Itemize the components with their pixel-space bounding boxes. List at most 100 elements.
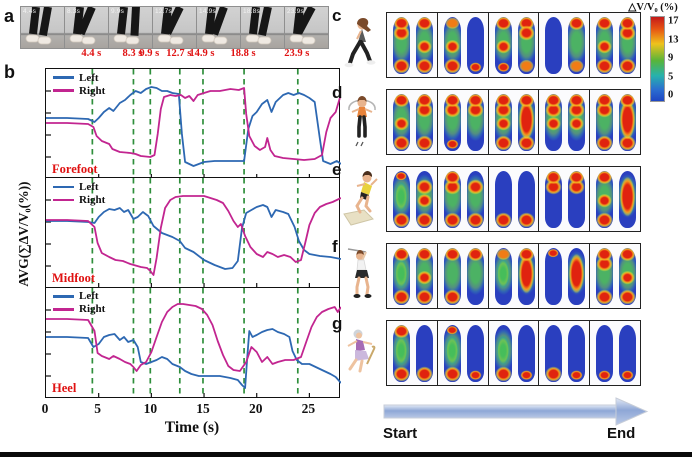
colorbar-tick-label: 9 <box>668 52 674 64</box>
legend: Left Right <box>53 290 105 316</box>
heatmap-cell <box>386 166 438 232</box>
walking-legs-icon <box>245 6 272 45</box>
heatmap-cell <box>589 243 642 309</box>
photo-frame: 23.9s <box>284 5 329 49</box>
bottom-border <box>0 452 692 457</box>
rope-skipping-figure-icon <box>348 96 376 147</box>
frame-timestamp: 8.3s <box>67 8 81 15</box>
left-insole-heatmap <box>494 94 512 151</box>
left-insole-heatmap <box>596 17 614 74</box>
right-insole-heatmap <box>466 325 484 382</box>
legend-label: Left <box>79 180 99 193</box>
x-tick-label: 0 <box>41 401 49 416</box>
left-insole-heatmap <box>443 248 461 305</box>
legend-line-swatch <box>53 89 74 92</box>
left-insole-heatmap <box>494 17 512 74</box>
heatmap-cell <box>538 12 591 78</box>
golf-swing-figure-icon <box>347 248 372 298</box>
row-label-f: f <box>332 237 338 256</box>
left-insole-heatmap <box>393 171 410 228</box>
legend-label: Right <box>79 303 106 316</box>
event-time-label: 8.3 s <box>122 48 143 59</box>
left-insole-heatmap <box>545 325 563 382</box>
colorbar-gradient <box>650 16 665 102</box>
heatmap-cell <box>487 243 540 309</box>
x-tick-label: 10 <box>143 401 158 416</box>
chart-subplot-midfoot: Left Right Midfoot <box>45 177 341 289</box>
right-insole-heatmap <box>517 325 535 382</box>
event-time-label: 12.7 s <box>166 48 192 59</box>
left-insole-heatmap <box>494 171 512 228</box>
elderly-falling-figure-icon <box>347 329 376 373</box>
legend-item: Right <box>53 84 105 97</box>
right-insole-heatmap <box>416 248 433 305</box>
frame-timestamp: 14.9s <box>199 8 216 15</box>
region-label: Forefoot <box>52 161 98 176</box>
walking-legs-icon <box>157 5 184 45</box>
heatmap-cell <box>589 166 642 232</box>
left-insole-heatmap <box>545 171 563 228</box>
photo-frame: 4.4s <box>20 6 65 49</box>
right-insole-heatmap <box>466 94 484 151</box>
legend-line-swatch <box>53 295 74 298</box>
right-insole-heatmap <box>619 248 637 305</box>
left-insole-heatmap <box>443 94 461 151</box>
panel-b-label: b <box>4 62 15 82</box>
legend-label: Right <box>79 84 106 97</box>
right-insole-heatmap <box>619 94 637 151</box>
left-insole-heatmap <box>393 94 410 151</box>
heatmap-cell <box>386 12 438 78</box>
heatmap-cell-row <box>386 243 642 309</box>
legend-line-swatch <box>53 198 74 202</box>
right-insole-heatmap <box>416 325 433 382</box>
x-tick-label: 25 <box>301 401 316 416</box>
row-label-e: e <box>332 160 342 179</box>
series-line-left <box>46 328 341 389</box>
chart-subplot-forefoot: Left Right Forefoot <box>45 68 341 179</box>
walking-legs-icon <box>289 5 316 45</box>
left-insole-heatmap <box>443 325 461 382</box>
series-line-left <box>46 204 341 271</box>
heatmap-cell <box>436 243 489 309</box>
chart-plot-svg <box>46 178 341 289</box>
heatmap-cell-row <box>386 12 642 78</box>
legend-item: Right <box>53 193 105 206</box>
legend-label: Right <box>79 193 106 206</box>
heatmap-cell <box>487 89 540 155</box>
legend-item: Left <box>53 71 105 84</box>
left-insole-heatmap <box>596 94 614 151</box>
frame-timestamp: 9.9s <box>111 8 125 15</box>
heatmap-cell <box>386 243 438 309</box>
left-insole-heatmap <box>393 248 410 305</box>
x-axis-ticks: 0 5 10 15 20 25 <box>41 401 340 417</box>
left-insole-heatmap <box>443 171 461 228</box>
series-line-left <box>46 86 341 167</box>
heatmap-cell <box>487 12 540 78</box>
right-insole-heatmap <box>517 171 535 228</box>
end-label: End <box>607 425 636 442</box>
jumping-figure-icon <box>343 171 378 226</box>
row-label-d: d <box>332 83 343 102</box>
legend-item: Left <box>53 290 105 303</box>
frame-timestamp: 4.4s <box>23 8 37 15</box>
series-line-right <box>46 303 341 372</box>
photo-strip: 4.4s 8.3s 9.9s 12.7s 14.9s 18.8s 23.9s <box>20 5 329 49</box>
region-label: Midfoot <box>52 271 96 286</box>
series-line-right <box>46 87 341 161</box>
legend: Left Right <box>53 180 105 206</box>
photo-frame: 18.8s <box>240 6 285 49</box>
heatmap-cell <box>436 89 489 155</box>
left-insole-heatmap <box>494 248 512 305</box>
walking-legs-icon <box>113 6 140 45</box>
event-time-label: 23.9 s <box>284 48 310 59</box>
right-insole-heatmap <box>568 94 586 151</box>
x-tick-label: 15 <box>196 401 210 416</box>
photo-frame: 14.9s <box>196 5 241 49</box>
legend-label: Left <box>79 290 99 303</box>
legend-label: Left <box>79 71 99 84</box>
right-insole-heatmap <box>568 325 586 382</box>
right-insole-heatmap <box>517 94 535 151</box>
walking-figure-icon <box>344 18 376 68</box>
left-insole-heatmap <box>596 248 614 305</box>
colorbar-tick-label: 5 <box>668 71 674 82</box>
